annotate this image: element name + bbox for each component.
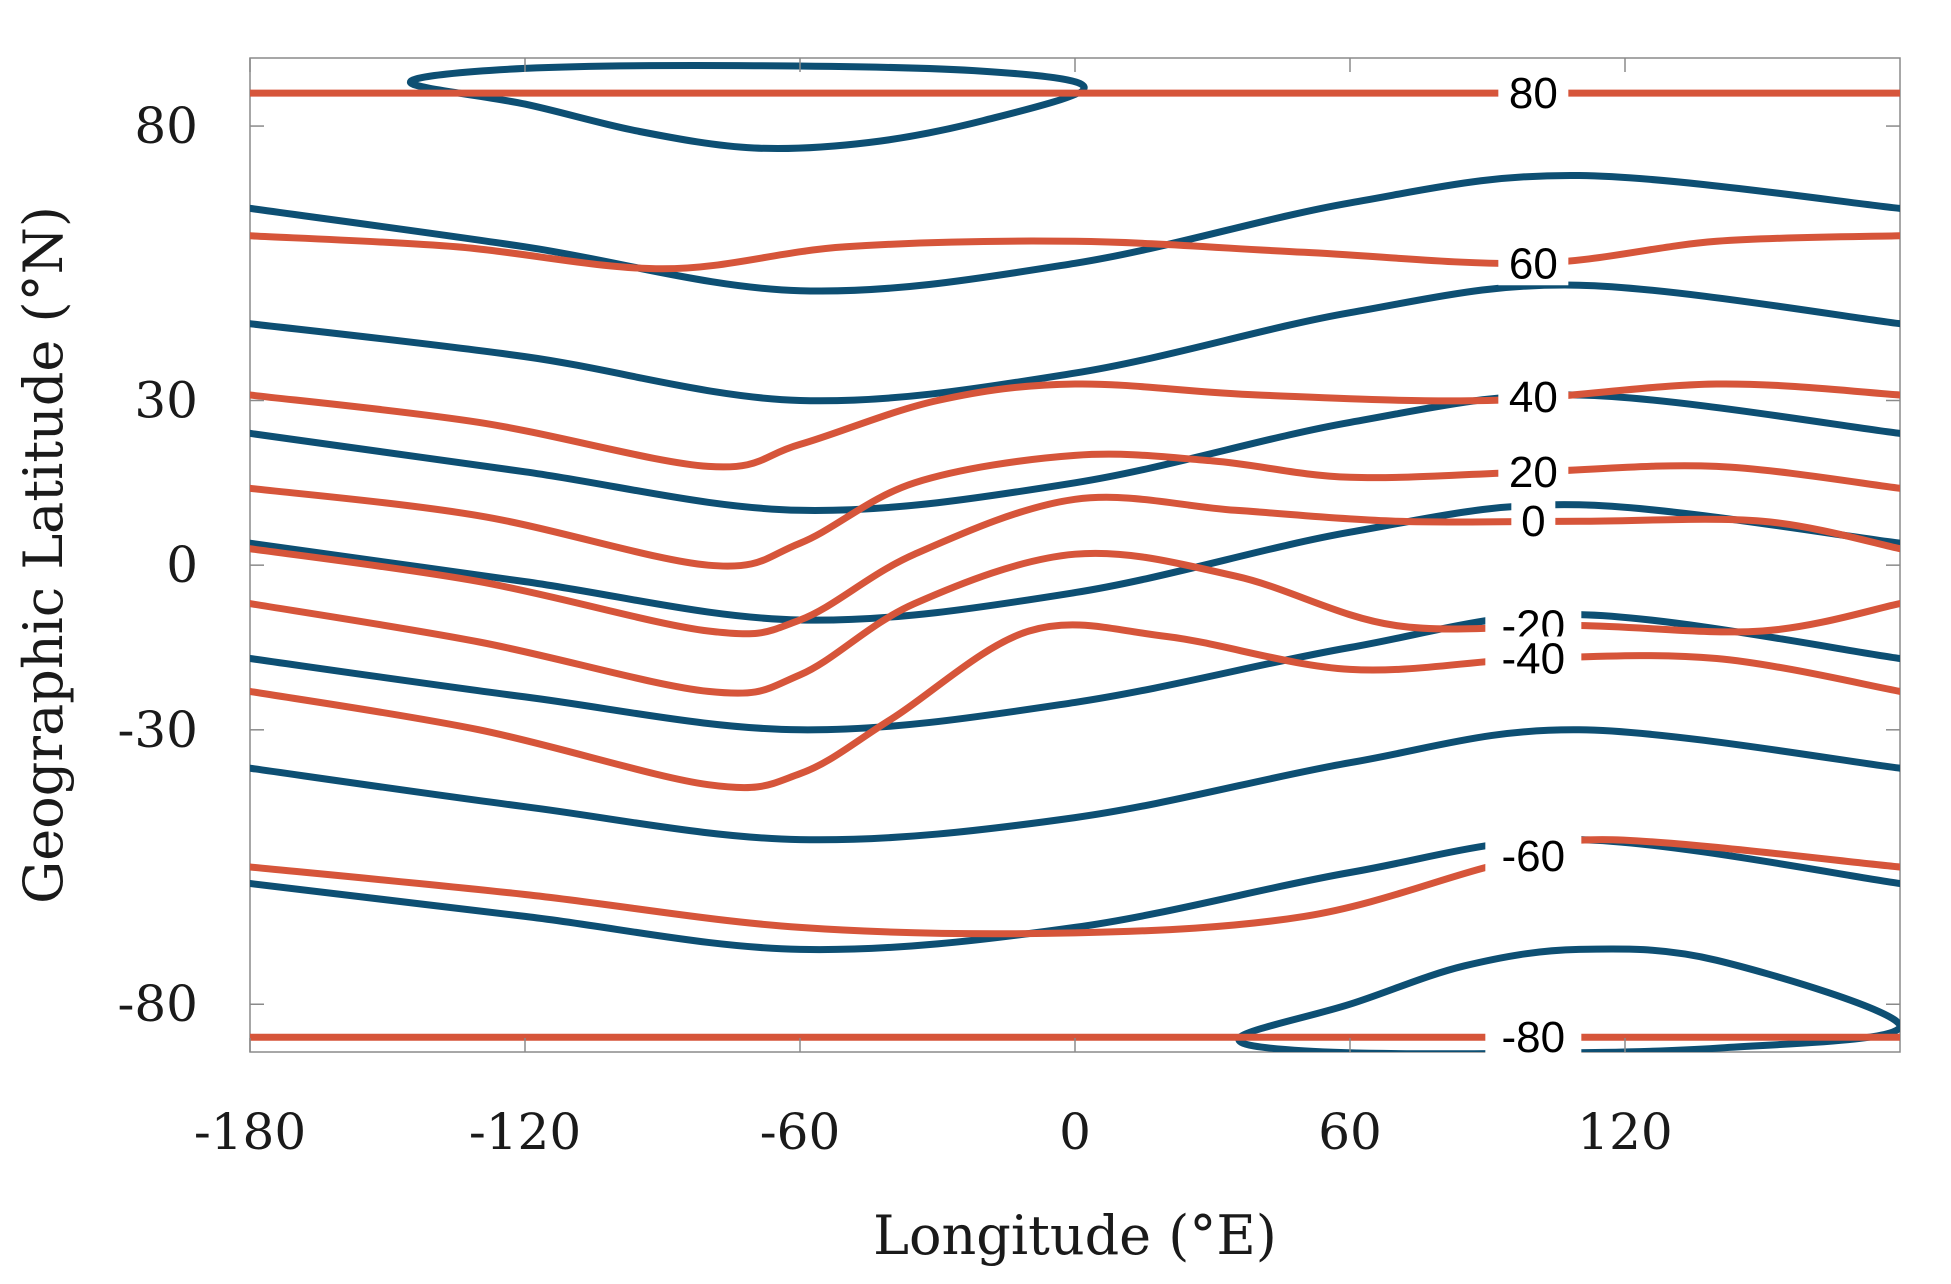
contour-label-8: -80 — [1502, 1013, 1566, 1062]
contour-label-4: 0 — [1521, 497, 1545, 546]
x-tick-label-4: 60 — [1318, 1103, 1382, 1161]
contour-label-bg-2 — [1498, 375, 1569, 420]
magnetic-line-2 — [250, 380, 1900, 471]
x-tick-label-1: -120 — [469, 1103, 581, 1161]
contour-label-bg-4 — [1511, 499, 1556, 544]
magnetic-line-1 — [250, 232, 1900, 273]
geographic-line-1 — [250, 281, 1900, 405]
contour-label-bg-1 — [1498, 241, 1569, 286]
magnetic-line-5 — [250, 549, 1900, 697]
geographic-line-8 — [1235, 945, 1900, 1052]
geographic-line-5 — [250, 726, 1900, 844]
y-tick-label-1: -30 — [117, 701, 198, 759]
geographic-line-3 — [250, 501, 1900, 624]
contour-label-1: 60 — [1509, 239, 1558, 288]
x-tick-label-2: -60 — [760, 1103, 841, 1161]
y-axis-label: Geographic Latitude (°N) — [12, 206, 75, 904]
y-tick-label-4: 80 — [134, 97, 198, 155]
contour-label-7: -60 — [1502, 832, 1566, 881]
magnetic-line-7 — [250, 836, 1900, 938]
magnetic-line-3 — [250, 450, 1900, 570]
y-tick-label-3: 30 — [134, 371, 198, 429]
contour-label-3: 20 — [1509, 448, 1558, 497]
x-tick-label-0: -180 — [194, 1103, 306, 1161]
lines-layer — [250, 62, 1900, 1052]
contour-label-bg-8 — [1485, 1015, 1582, 1060]
contour-label-bg-0 — [1498, 71, 1569, 116]
y-tick-label-2: 0 — [166, 536, 198, 594]
y-tick-label-0: -80 — [117, 975, 198, 1033]
magnetic-line-6 — [250, 621, 1900, 792]
contour-label-bg-7 — [1485, 834, 1582, 879]
x-tick-label-5: 120 — [1577, 1103, 1672, 1161]
geographic-line-4 — [250, 610, 1900, 734]
x-tick-label-3: 0 — [1059, 1103, 1091, 1161]
contour-label-6: -40 — [1502, 634, 1566, 683]
contour-label-bg-3 — [1498, 449, 1569, 494]
magnetic-line-4 — [250, 493, 1900, 638]
contour-label-bg-6 — [1485, 636, 1582, 681]
x-axis-label: Longitude (°E) — [873, 1204, 1277, 1267]
geographic-line-0 — [250, 171, 1900, 295]
geographic-line-7 — [406, 62, 1088, 153]
contour-label-0: 80 — [1509, 69, 1558, 118]
contour-label-2: 40 — [1509, 373, 1558, 422]
